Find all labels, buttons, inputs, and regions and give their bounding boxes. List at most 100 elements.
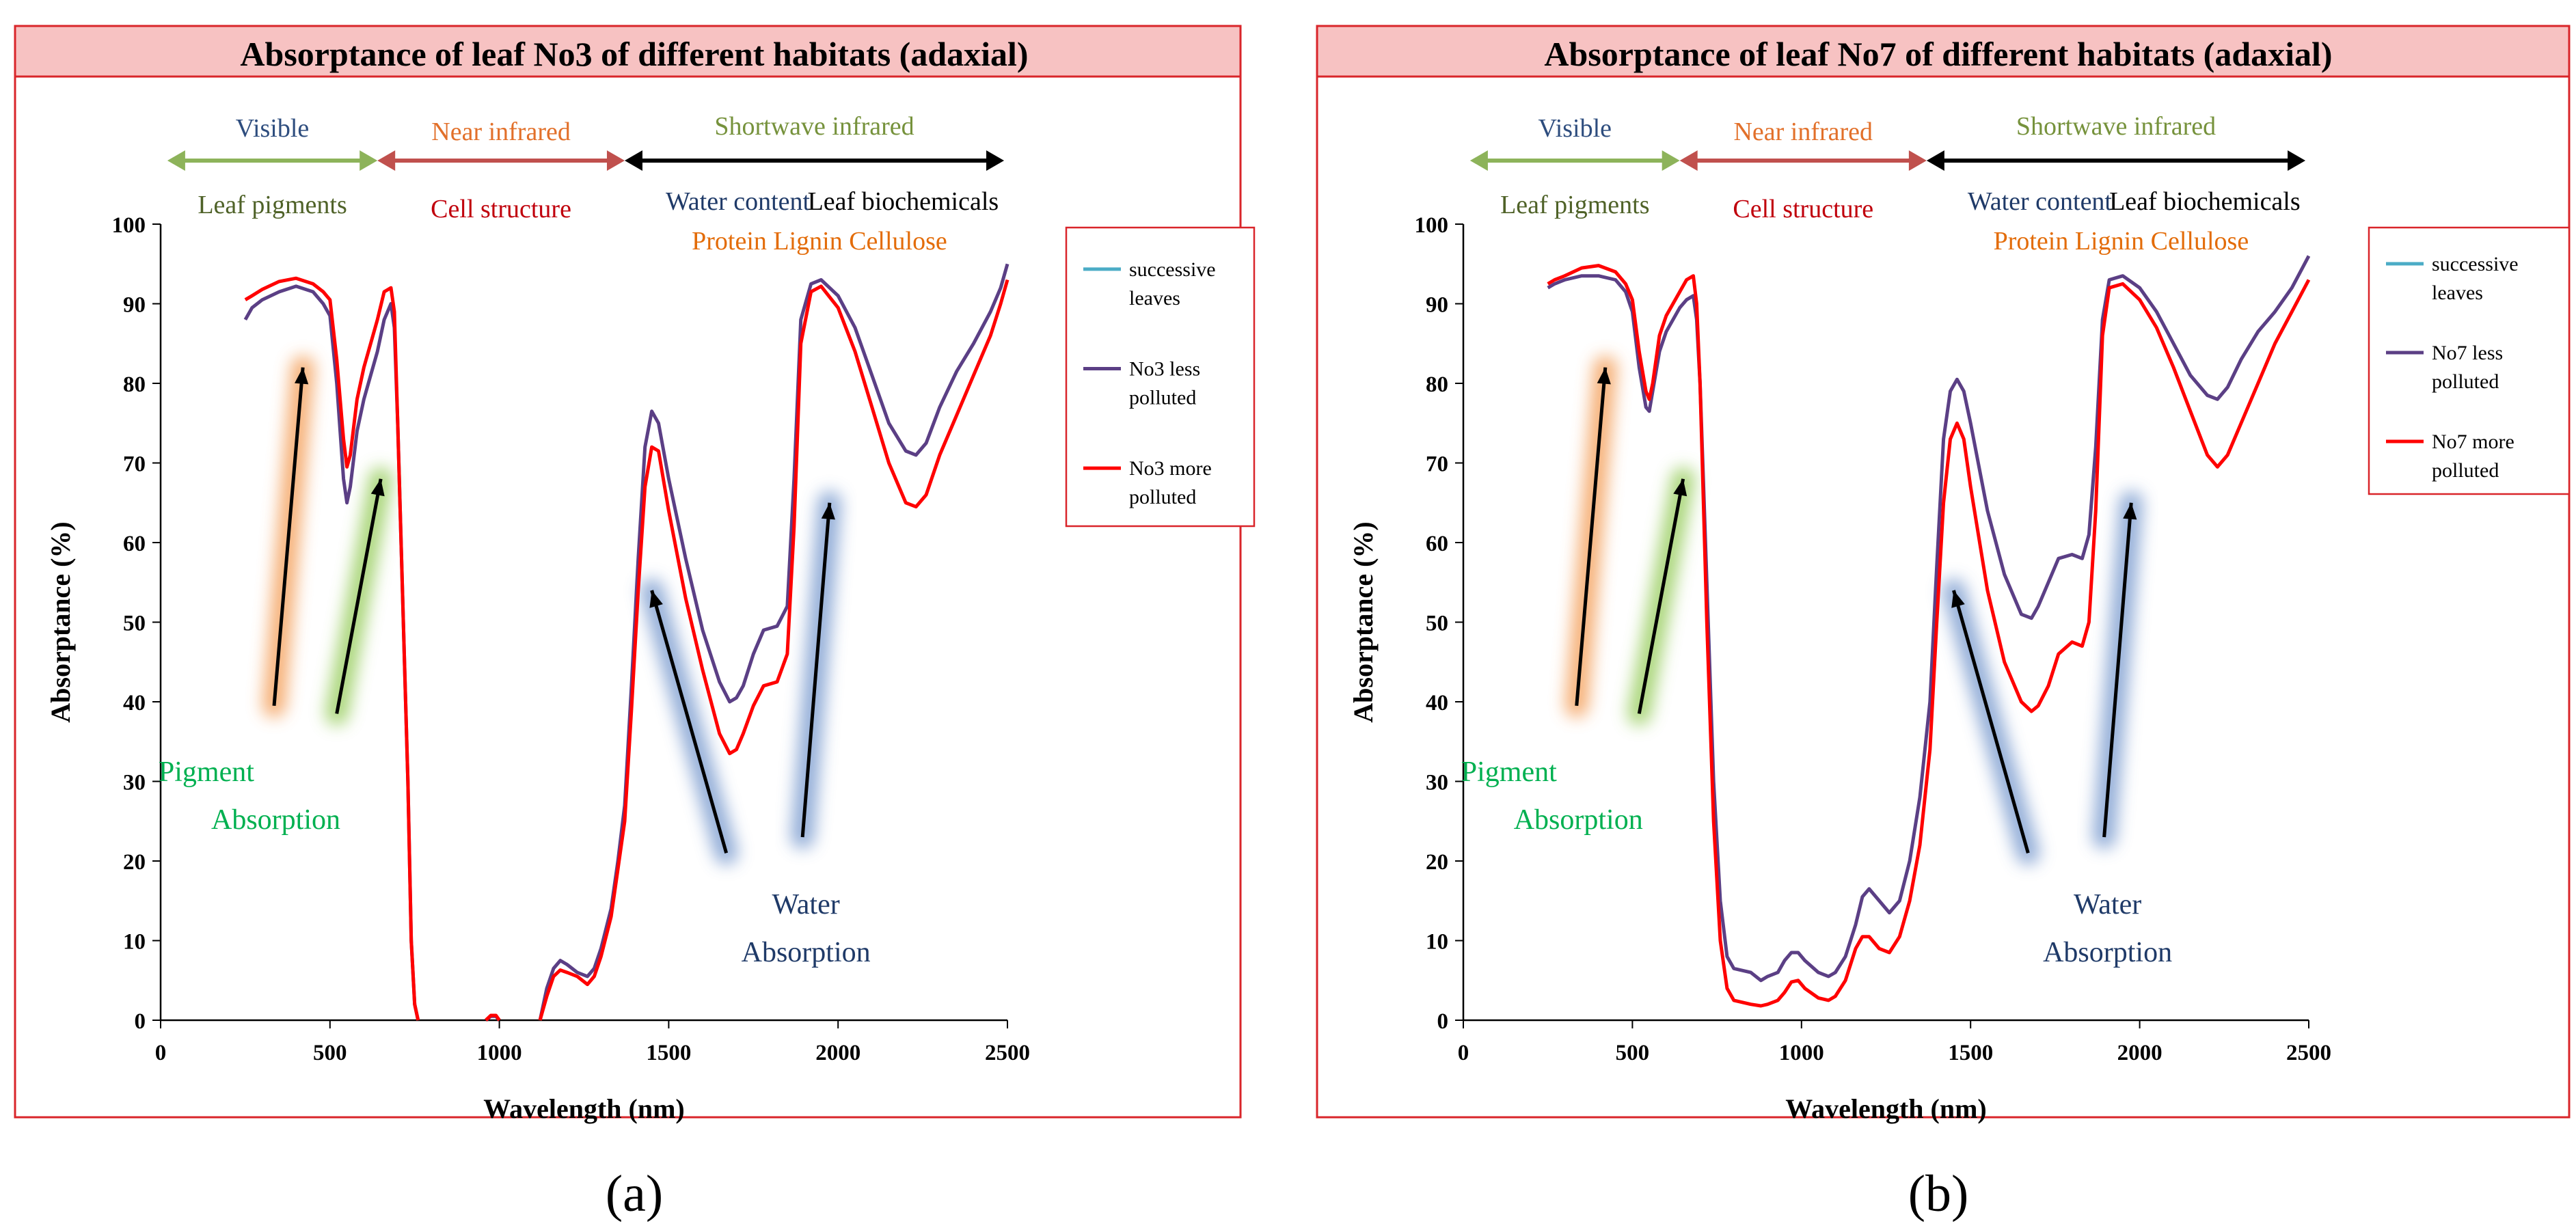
series-line-1-segment-1 — [1547, 255, 2311, 983]
series-line-1-segment-3 — [538, 263, 1009, 1021]
y-tick-label: 40 — [1426, 691, 1448, 715]
legend-label-1: successive — [2432, 253, 2519, 275]
pigment-arrow-1 — [1575, 367, 1608, 707]
x-tick-label: 500 — [313, 1041, 347, 1065]
legend-box — [1065, 226, 1256, 528]
pigment-arrow-1-head — [295, 367, 309, 385]
x-tick-label: 2500 — [985, 1041, 1030, 1065]
series-line-2-segment-2 — [485, 1013, 501, 1022]
x-tick-label: 1000 — [1779, 1041, 1824, 1065]
legend-label-3-line-2: polluted — [2432, 459, 2499, 482]
y-tick-label: 80 — [123, 372, 146, 397]
water-arrow-2 — [800, 502, 832, 838]
x-axis-label: Wavelength (nm) — [483, 1093, 684, 1124]
shortwave-infrared-label: Shortwave infrared — [2016, 112, 2216, 141]
leaf-biochemicals-label: Leaf biochemicals — [808, 187, 999, 216]
title-band — [1316, 25, 2571, 78]
title-band — [14, 25, 1242, 78]
water-arrow-1 — [650, 590, 729, 854]
chart-frame — [1316, 25, 2571, 1119]
nir-range-arrow-head-left — [377, 150, 396, 171]
cell-structure-label: Cell structure — [431, 195, 571, 223]
y-tick-label: 70 — [123, 452, 146, 477]
visible-label: Visible — [236, 114, 310, 143]
protein-lignin-cellulose-label: Protein Lignin Cellulose — [1994, 227, 2249, 256]
x-tick-label: 500 — [1616, 1041, 1650, 1065]
x-tick-label: 2000 — [815, 1041, 860, 1065]
y-axis-label: Absorptance (%) — [1348, 521, 1379, 722]
pigment-absorption-label: Pigment — [1461, 756, 1557, 788]
water-absorption-label: Water — [772, 889, 840, 920]
series-line-2-segment-1 — [244, 276, 420, 1021]
panel-a-chart: Absorptance of leaf No3 of different hab… — [14, 25, 1256, 1124]
water-arrow-1-head — [649, 590, 663, 608]
pigment-absorption-label: Pigment — [159, 756, 254, 788]
water-arrow-2-head — [821, 502, 835, 520]
near-infrared-label: Near infrared — [431, 118, 571, 146]
water-arrow-1 — [1952, 590, 2030, 854]
x-tick-label: 0 — [155, 1041, 167, 1065]
visible-label: Visible — [1538, 114, 1612, 143]
chart-frame — [14, 25, 1242, 1119]
pigment-arrow-2-head — [1673, 478, 1687, 497]
water-absorption-label-2: Absorption — [742, 937, 871, 968]
y-tick-label: 90 — [1426, 293, 1448, 318]
y-tick-label: 100 — [1415, 213, 1449, 238]
y-tick-label: 90 — [123, 293, 146, 318]
swir-range-arrow-head-right — [2288, 150, 2306, 171]
legend-box — [2368, 226, 2571, 495]
swir-range-arrow-head-left — [624, 150, 642, 171]
pigment-arrow-1-head — [1597, 367, 1611, 385]
series-line-2-segment-1 — [1547, 264, 2311, 1008]
water-arrow-2-head — [2123, 502, 2137, 520]
y-tick-label: 30 — [1426, 771, 1448, 795]
nir-range-arrow-head-right — [1908, 150, 1927, 171]
legend-label-3: No7 more — [2432, 430, 2514, 453]
x-tick-label: 2500 — [2286, 1041, 2331, 1065]
leaf-pigments-label: Leaf pigments — [1500, 191, 1649, 219]
visible-range-arrow-head-right — [1662, 150, 1680, 171]
legend-label-1: successive — [1129, 258, 1216, 281]
pigment-arrow-1 — [272, 367, 305, 707]
chart-title: Absorptance of leaf No3 of different hab… — [240, 35, 1028, 73]
swir-range-arrow-head-left — [1926, 150, 1944, 171]
shortwave-infrared-label: Shortwave infrared — [714, 112, 914, 141]
legend-label-2-line-2: polluted — [2432, 370, 2499, 393]
x-tick-label: 2000 — [2117, 1041, 2163, 1065]
legend-label-2: No7 less — [2432, 342, 2503, 364]
y-tick-label: 100 — [112, 213, 146, 238]
chart-title: Absorptance of leaf No7 of different hab… — [1544, 35, 2332, 73]
visible-range-arrow-head-left — [1469, 150, 1488, 171]
legend-label-1-line-2: leaves — [2432, 282, 2483, 304]
y-tick-label: 40 — [123, 691, 146, 715]
pigment-arrow-2 — [1637, 478, 1685, 714]
y-tick-label: 30 — [123, 771, 146, 795]
y-tick-label: 50 — [1426, 612, 1448, 636]
protein-lignin-cellulose-label: Protein Lignin Cellulose — [692, 227, 947, 256]
panel-b-caption: (b) — [1908, 1165, 1969, 1222]
x-tick-label: 0 — [1458, 1041, 1469, 1065]
panel-a-caption: (a) — [606, 1165, 663, 1222]
y-tick-label: 70 — [1426, 452, 1448, 477]
pigment-absorption-label-2: Absorption — [1514, 804, 1643, 836]
pigment-absorption-label-2: Absorption — [211, 804, 340, 836]
water-content-label: Water content — [1968, 187, 2113, 216]
water-absorption-label-2: Absorption — [2043, 937, 2172, 968]
y-axis-label: Absorptance (%) — [45, 521, 76, 722]
nir-range-arrow-head-left — [1679, 150, 1698, 171]
pigment-arrow-2-head — [370, 478, 385, 497]
legend-label-1-line-2: leaves — [1129, 287, 1180, 310]
x-tick-label: 1500 — [1948, 1041, 1993, 1065]
y-tick-label: 20 — [1426, 850, 1448, 875]
y-tick-label: 80 — [1426, 372, 1448, 397]
series-line-2-segment-3 — [538, 279, 1009, 1021]
y-tick-label: 50 — [123, 612, 146, 636]
swir-range-arrow-head-right — [986, 150, 1005, 171]
water-arrow-1-head — [1951, 590, 1965, 608]
y-tick-label: 0 — [1437, 1009, 1449, 1034]
y-tick-label: 0 — [135, 1009, 146, 1034]
x-tick-label: 1500 — [646, 1041, 691, 1065]
legend-label-3-line-2: polluted — [1129, 486, 1196, 508]
y-tick-label: 60 — [123, 532, 146, 556]
leaf-pigments-label: Leaf pigments — [198, 191, 347, 219]
